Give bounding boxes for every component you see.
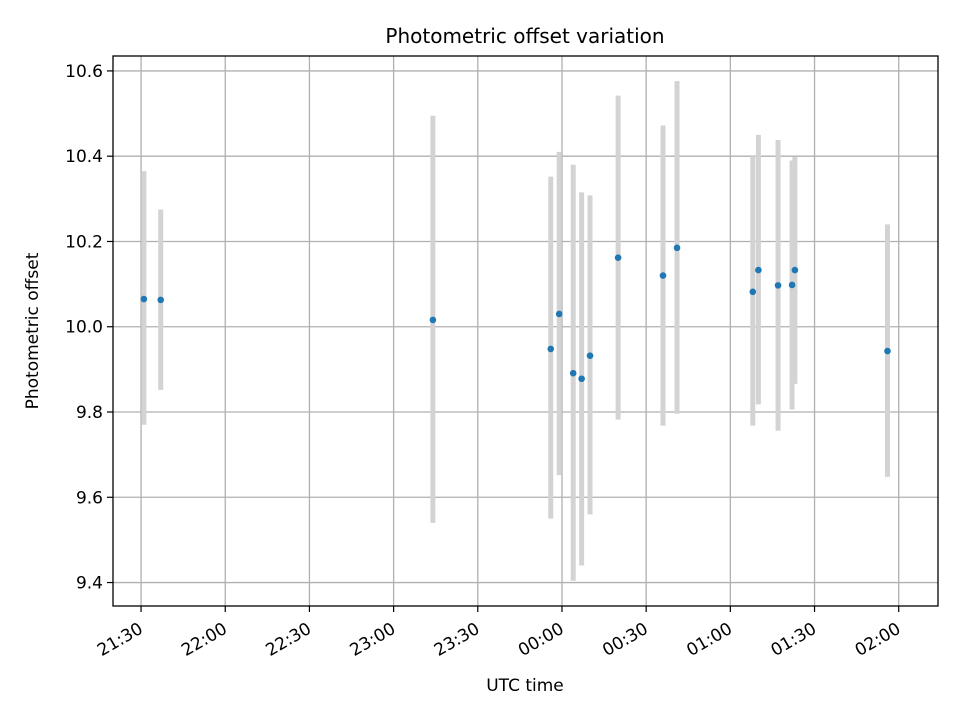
data-point xyxy=(140,295,148,303)
data-point xyxy=(586,352,594,360)
data-point xyxy=(547,345,555,353)
data-point xyxy=(659,272,667,279)
data-point xyxy=(614,254,622,261)
data-point xyxy=(884,347,891,355)
y-tick-label: 9.6 xyxy=(76,488,103,508)
y-tick-label: 10.6 xyxy=(65,62,103,82)
data-point xyxy=(755,266,762,274)
data-point xyxy=(788,281,796,289)
data-point xyxy=(673,244,681,252)
y-tick-label: 10.2 xyxy=(65,232,103,252)
plot-area-frame xyxy=(112,55,939,607)
grid xyxy=(113,56,938,606)
data-point xyxy=(749,288,757,296)
data-point xyxy=(429,316,437,324)
y-axis-title: Photometric offset xyxy=(23,252,43,409)
data-point xyxy=(555,310,563,318)
x-axis-title: UTC time xyxy=(486,676,564,696)
y-axis-ticks: 9.4 9.6 9.8 10.0 10.2 10.4 10.6 xyxy=(65,62,113,594)
data-point xyxy=(578,375,585,383)
chart-title: Photometric offset variation xyxy=(385,24,664,48)
data-point xyxy=(157,296,165,304)
data-point xyxy=(774,282,782,289)
y-tick-label: 10.4 xyxy=(65,147,103,167)
y-tick-label: 9.4 xyxy=(76,574,103,594)
data-point xyxy=(569,369,577,377)
y-tick-label: 10.0 xyxy=(65,318,103,338)
y-tick-label: 9.8 xyxy=(76,403,103,423)
data-point xyxy=(791,266,799,274)
data-points xyxy=(140,244,891,383)
